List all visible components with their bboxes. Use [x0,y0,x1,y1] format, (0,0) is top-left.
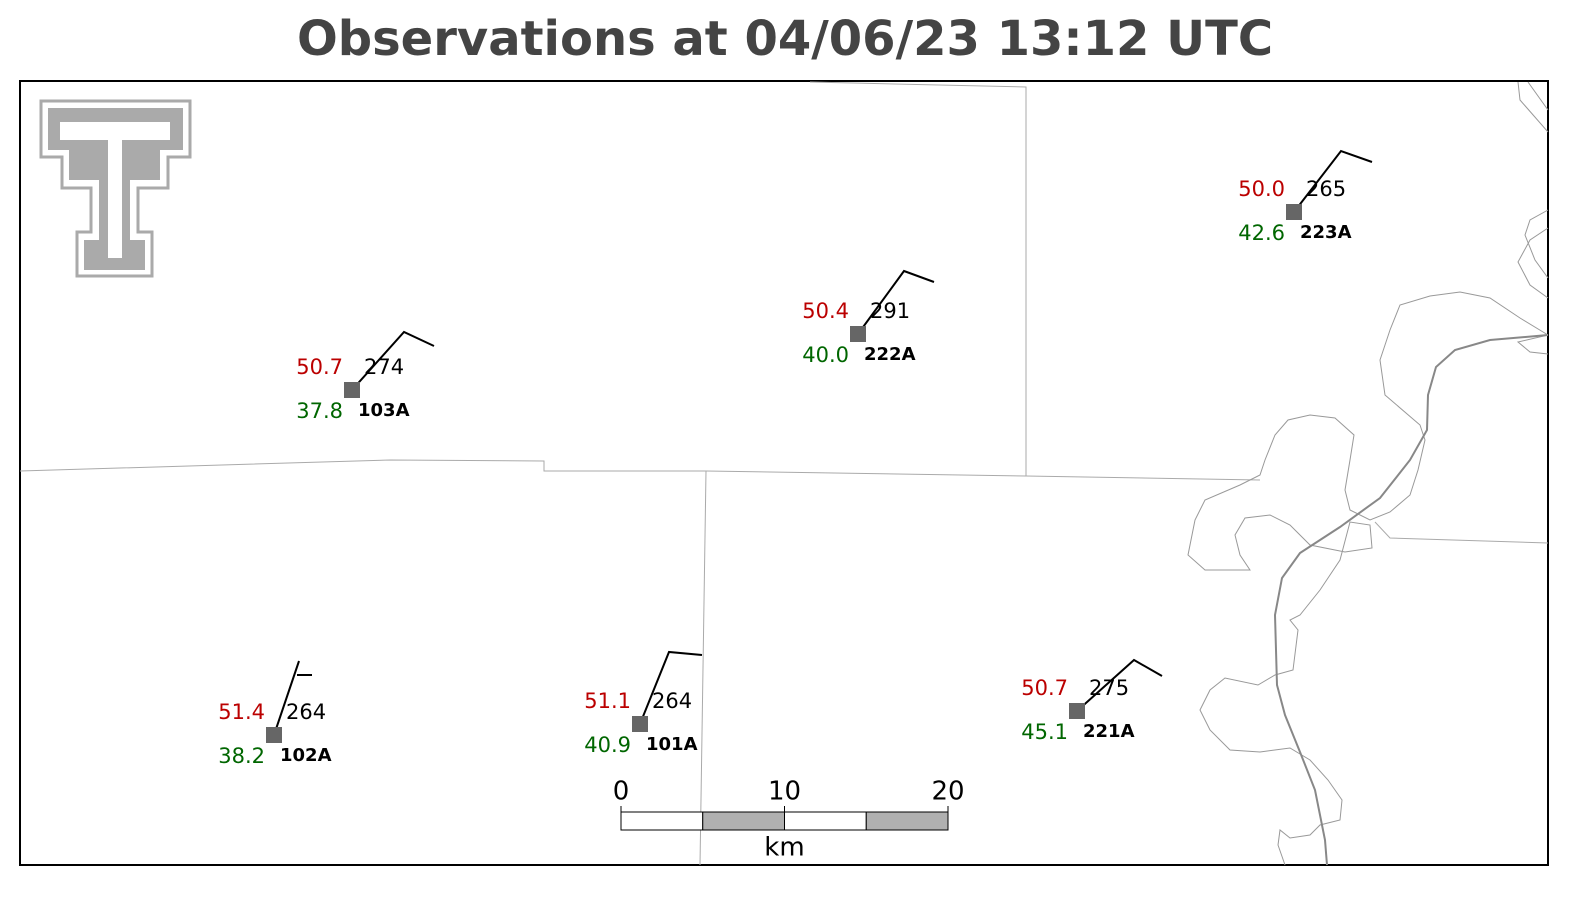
station-marker [1286,204,1302,220]
temperature: 50.0 [1238,177,1285,201]
scale-tick-label: 10 [768,777,801,807]
scale-segment [784,811,867,831]
station-marker [632,716,648,732]
temperature: 50.7 [1021,676,1068,700]
county-line [1374,521,1549,544]
station-marker [344,382,360,398]
dewpoint: 45.1 [1021,720,1068,744]
temperature: 51.1 [584,689,631,713]
dewpoint: 40.9 [584,733,631,757]
scale-bar: 0 10 20 km [613,777,965,863]
dewpoint: 37.8 [296,399,343,423]
scale-segment [702,811,785,831]
station-id: 102A [280,745,332,766]
dewpoint: 38.2 [218,744,265,768]
station: 50.0 265 42.6 223A [1238,149,1373,245]
observation-value: 274 [364,355,404,379]
logo-detail [60,122,170,258]
dewpoint: 40.0 [802,343,849,367]
scale-segment [865,811,949,831]
scale-unit: km [764,833,804,863]
wind-barb [351,330,435,391]
station: 50.7 275 45.1 221A [1021,658,1163,744]
station: 50.7 274 37.8 103A [296,330,435,423]
county-line [699,470,707,866]
county-line [809,81,1027,476]
observation-value: 265 [1306,177,1346,201]
wind-barb [857,269,935,335]
station: 50.4 291 40.0 222A [802,269,935,367]
wind-barb [1076,658,1163,712]
wind-barb [1293,149,1373,213]
observation-value: 264 [652,689,692,713]
station-marker [266,727,282,743]
station-marker [850,326,866,342]
temperature: 51.4 [218,700,265,724]
road [1273,334,1549,866]
observation-value: 275 [1089,676,1129,700]
station-id: 221A [1083,721,1135,742]
wind-barb [639,650,703,725]
temperature: 50.4 [802,299,849,323]
station: 51.1 264 40.9 101A [584,650,703,757]
scale-tick-label: 20 [931,777,964,807]
observation-value: 291 [870,299,910,323]
logo-outline [39,99,192,278]
station-marker [1069,703,1085,719]
wind-barb [273,660,300,736]
temperature: 50.7 [296,355,343,379]
station: 51.4 264 38.2 102A [218,660,332,768]
station-id: 222A [864,344,916,365]
scale-segment [620,811,704,831]
observation-value: 264 [286,700,326,724]
station-id: 103A [358,400,410,421]
station-id: 223A [1300,222,1352,243]
scale-tick-label: 0 [613,777,630,807]
title: Observations at 04/06/23 13:12 UTC [297,11,1273,67]
river [1187,81,1549,866]
dewpoint: 42.6 [1238,221,1285,245]
station-id: 101A [646,734,698,755]
logo [39,99,192,278]
